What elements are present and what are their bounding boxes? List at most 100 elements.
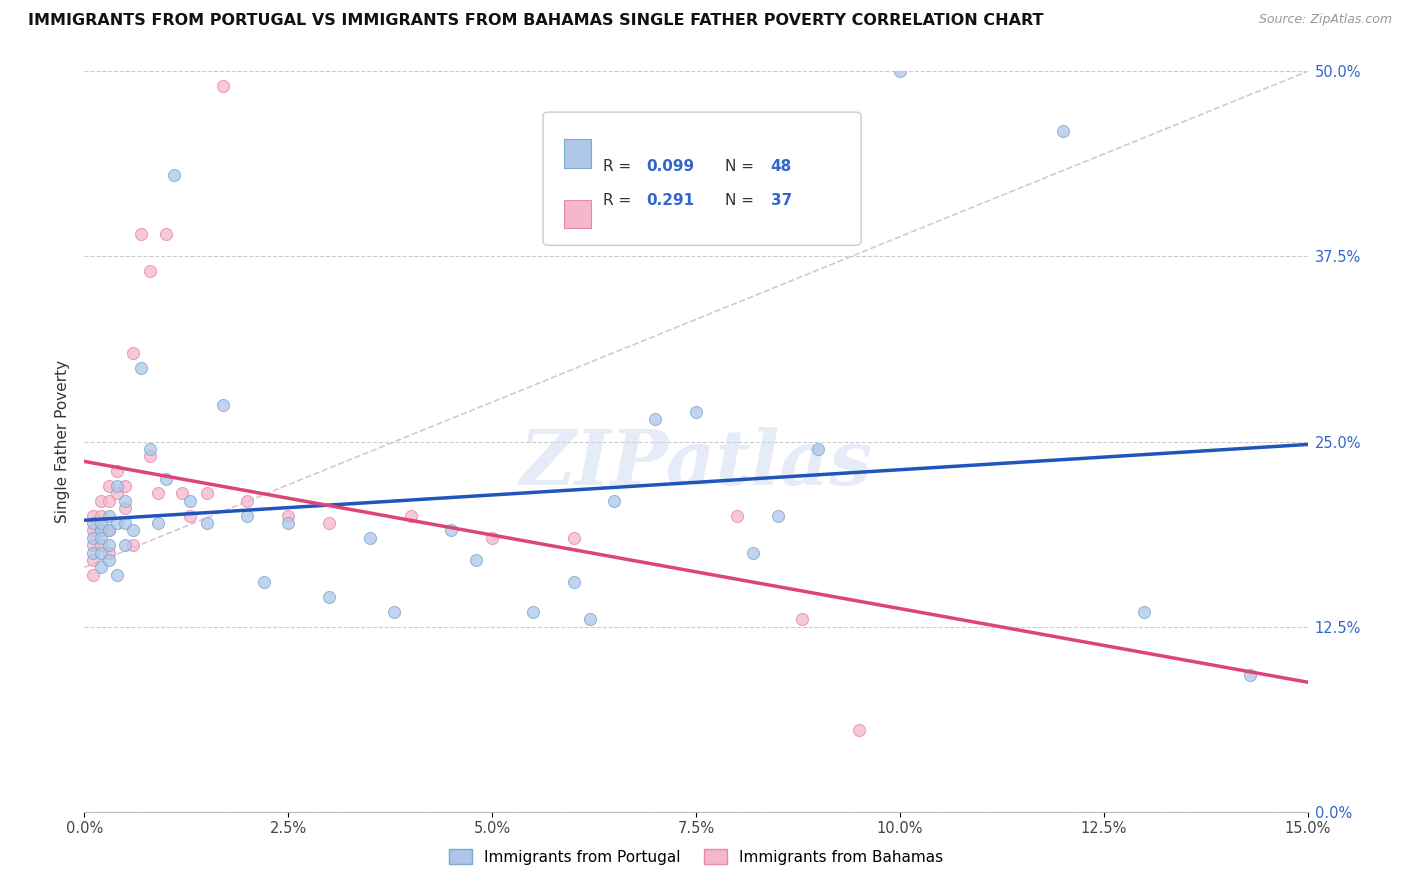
Point <box>82 516 104 530</box>
Point <box>236 493 259 508</box>
Point <box>97 546 120 560</box>
Point <box>1133 605 1156 619</box>
Point <box>114 538 136 552</box>
Point <box>318 516 340 530</box>
Point <box>122 345 145 359</box>
Point <box>114 479 136 493</box>
Point <box>97 524 120 538</box>
Point <box>105 486 128 500</box>
Point <box>359 531 381 545</box>
Text: N =: N = <box>725 159 759 174</box>
Legend: Immigrants from Portugal, Immigrants from Bahamas: Immigrants from Portugal, Immigrants fro… <box>443 843 949 871</box>
Point <box>790 612 813 626</box>
FancyBboxPatch shape <box>564 139 591 168</box>
Point <box>90 546 112 560</box>
Point <box>277 508 299 523</box>
Point <box>114 501 136 516</box>
Point <box>90 516 112 530</box>
Text: R =: R = <box>603 194 636 209</box>
Point <box>1052 123 1074 137</box>
Point <box>1239 668 1261 682</box>
Point <box>163 168 186 182</box>
Point <box>90 538 112 552</box>
Text: N =: N = <box>725 194 759 209</box>
Point <box>562 531 585 545</box>
Point <box>97 524 120 538</box>
Point <box>253 575 276 590</box>
Point <box>90 524 112 538</box>
Point <box>82 531 104 545</box>
Point <box>562 575 585 590</box>
Point <box>603 493 626 508</box>
Point <box>155 227 177 242</box>
Point <box>138 264 160 278</box>
Text: 0.291: 0.291 <box>645 194 695 209</box>
Point <box>146 516 169 530</box>
Point <box>155 471 177 485</box>
Point <box>212 79 235 94</box>
Point <box>82 553 104 567</box>
Point <box>114 516 136 530</box>
Point <box>464 553 486 567</box>
Point <box>382 605 405 619</box>
Point <box>179 493 201 508</box>
Point <box>122 524 145 538</box>
Point <box>97 508 120 523</box>
Point <box>82 538 104 552</box>
Text: 0.099: 0.099 <box>645 159 695 174</box>
Point <box>97 479 120 493</box>
Point <box>82 508 104 523</box>
Text: 37: 37 <box>770 194 792 209</box>
Text: ZIPatlas: ZIPatlas <box>519 426 873 500</box>
Point <box>82 524 104 538</box>
Point <box>889 64 911 78</box>
Point <box>97 538 120 552</box>
FancyBboxPatch shape <box>543 112 860 245</box>
Point <box>131 360 153 375</box>
Point <box>848 723 870 738</box>
Point <box>90 560 112 574</box>
Text: Source: ZipAtlas.com: Source: ZipAtlas.com <box>1258 13 1392 27</box>
Text: IMMIGRANTS FROM PORTUGAL VS IMMIGRANTS FROM BAHAMAS SINGLE FATHER POVERTY CORREL: IMMIGRANTS FROM PORTUGAL VS IMMIGRANTS F… <box>28 13 1043 29</box>
Point <box>97 553 120 567</box>
Point <box>122 538 145 552</box>
Point <box>146 486 169 500</box>
Point <box>90 531 112 545</box>
Point <box>172 486 194 500</box>
Point <box>807 442 830 456</box>
Y-axis label: Single Father Poverty: Single Father Poverty <box>55 360 70 523</box>
Point <box>105 567 128 582</box>
Point <box>522 605 544 619</box>
Point <box>105 479 128 493</box>
Point <box>399 508 422 523</box>
Point <box>277 516 299 530</box>
Point <box>644 412 666 426</box>
Point <box>97 493 120 508</box>
Point <box>90 524 112 538</box>
Point <box>579 612 602 626</box>
Point <box>131 227 153 242</box>
Point <box>236 508 259 523</box>
Point <box>90 493 112 508</box>
Point <box>212 398 235 412</box>
Point <box>725 508 748 523</box>
Point <box>105 516 128 530</box>
Point <box>195 486 218 500</box>
Point <box>138 450 160 464</box>
Point <box>82 546 104 560</box>
Point <box>114 493 136 508</box>
Point <box>318 590 340 604</box>
Point <box>766 508 789 523</box>
Point <box>195 516 218 530</box>
FancyBboxPatch shape <box>564 200 591 228</box>
Text: R =: R = <box>603 159 636 174</box>
Point <box>179 508 201 523</box>
Point <box>90 508 112 523</box>
Point <box>138 442 160 456</box>
Point <box>481 531 503 545</box>
Point <box>105 464 128 478</box>
Point <box>742 546 765 560</box>
Point <box>685 405 707 419</box>
Text: 48: 48 <box>770 159 792 174</box>
Point <box>82 567 104 582</box>
